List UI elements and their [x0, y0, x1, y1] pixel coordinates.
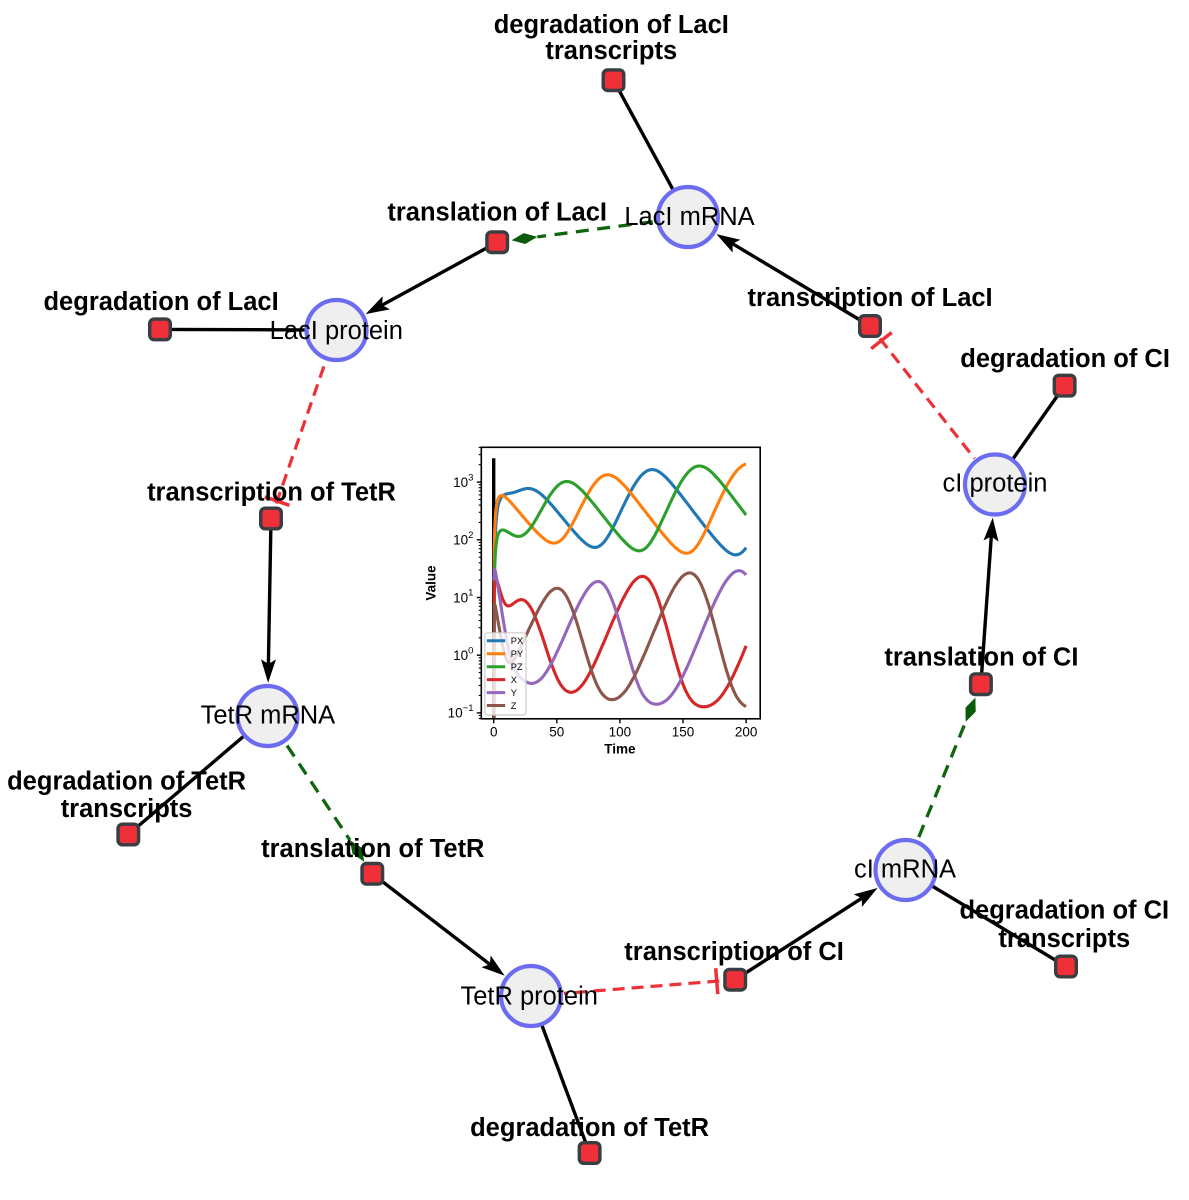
svg-text:transcription of CI: transcription of CI	[624, 938, 844, 966]
svg-text:PX: PX	[511, 636, 523, 646]
svg-text:150: 150	[672, 725, 695, 740]
svg-text:degradation of CI: degradation of CI	[959, 896, 1169, 924]
svg-text:transcription of LacI: transcription of LacI	[748, 284, 993, 312]
svg-text:10: 10	[453, 533, 468, 548]
svg-text:translation of TetR: translation of TetR	[261, 835, 484, 863]
svg-text:0: 0	[468, 645, 473, 656]
svg-text:50: 50	[549, 725, 564, 740]
svg-text:translation of LacI: translation of LacI	[387, 199, 607, 227]
svg-text:degradation of CI: degradation of CI	[960, 345, 1170, 373]
svg-text:−1: −1	[463, 703, 474, 714]
svg-text:degradation of LacI: degradation of LacI	[43, 288, 278, 316]
svg-text:Value: Value	[423, 565, 438, 601]
svg-text:PY: PY	[511, 649, 523, 659]
svg-text:LacI mRNA: LacI mRNA	[624, 203, 754, 231]
svg-text:10: 10	[448, 706, 463, 721]
svg-text:3: 3	[468, 472, 473, 483]
svg-text:200: 200	[735, 725, 758, 740]
svg-text:degradation of TetR: degradation of TetR	[470, 1114, 709, 1142]
svg-text:translation of CI: translation of CI	[884, 643, 1078, 671]
svg-text:cI protein: cI protein	[943, 470, 1048, 498]
svg-text:1: 1	[468, 588, 473, 599]
svg-text:TetR protein: TetR protein	[460, 982, 598, 1010]
svg-text:10: 10	[453, 590, 468, 605]
svg-text:10: 10	[453, 648, 468, 663]
svg-text:degradation of LacI: degradation of LacI	[494, 11, 729, 39]
svg-text:10: 10	[453, 475, 468, 490]
svg-text:transcripts: transcripts	[998, 925, 1130, 953]
svg-text:Y: Y	[511, 688, 517, 698]
svg-text:transcripts: transcripts	[61, 795, 193, 823]
svg-text:PZ: PZ	[511, 662, 523, 672]
svg-text:cI mRNA: cI mRNA	[854, 856, 956, 884]
svg-text:degradation of TetR: degradation of TetR	[7, 768, 246, 796]
svg-text:X: X	[511, 675, 517, 685]
svg-text:Time: Time	[604, 742, 636, 757]
svg-text:100: 100	[609, 725, 632, 740]
svg-text:TetR mRNA: TetR mRNA	[201, 702, 336, 730]
svg-text:transcription of TetR: transcription of TetR	[147, 479, 396, 507]
svg-text:2: 2	[468, 530, 473, 541]
svg-text:transcripts: transcripts	[545, 37, 677, 65]
svg-text:LacI protein: LacI protein	[270, 317, 403, 345]
svg-text:Z: Z	[511, 701, 517, 711]
svg-text:0: 0	[490, 725, 498, 740]
